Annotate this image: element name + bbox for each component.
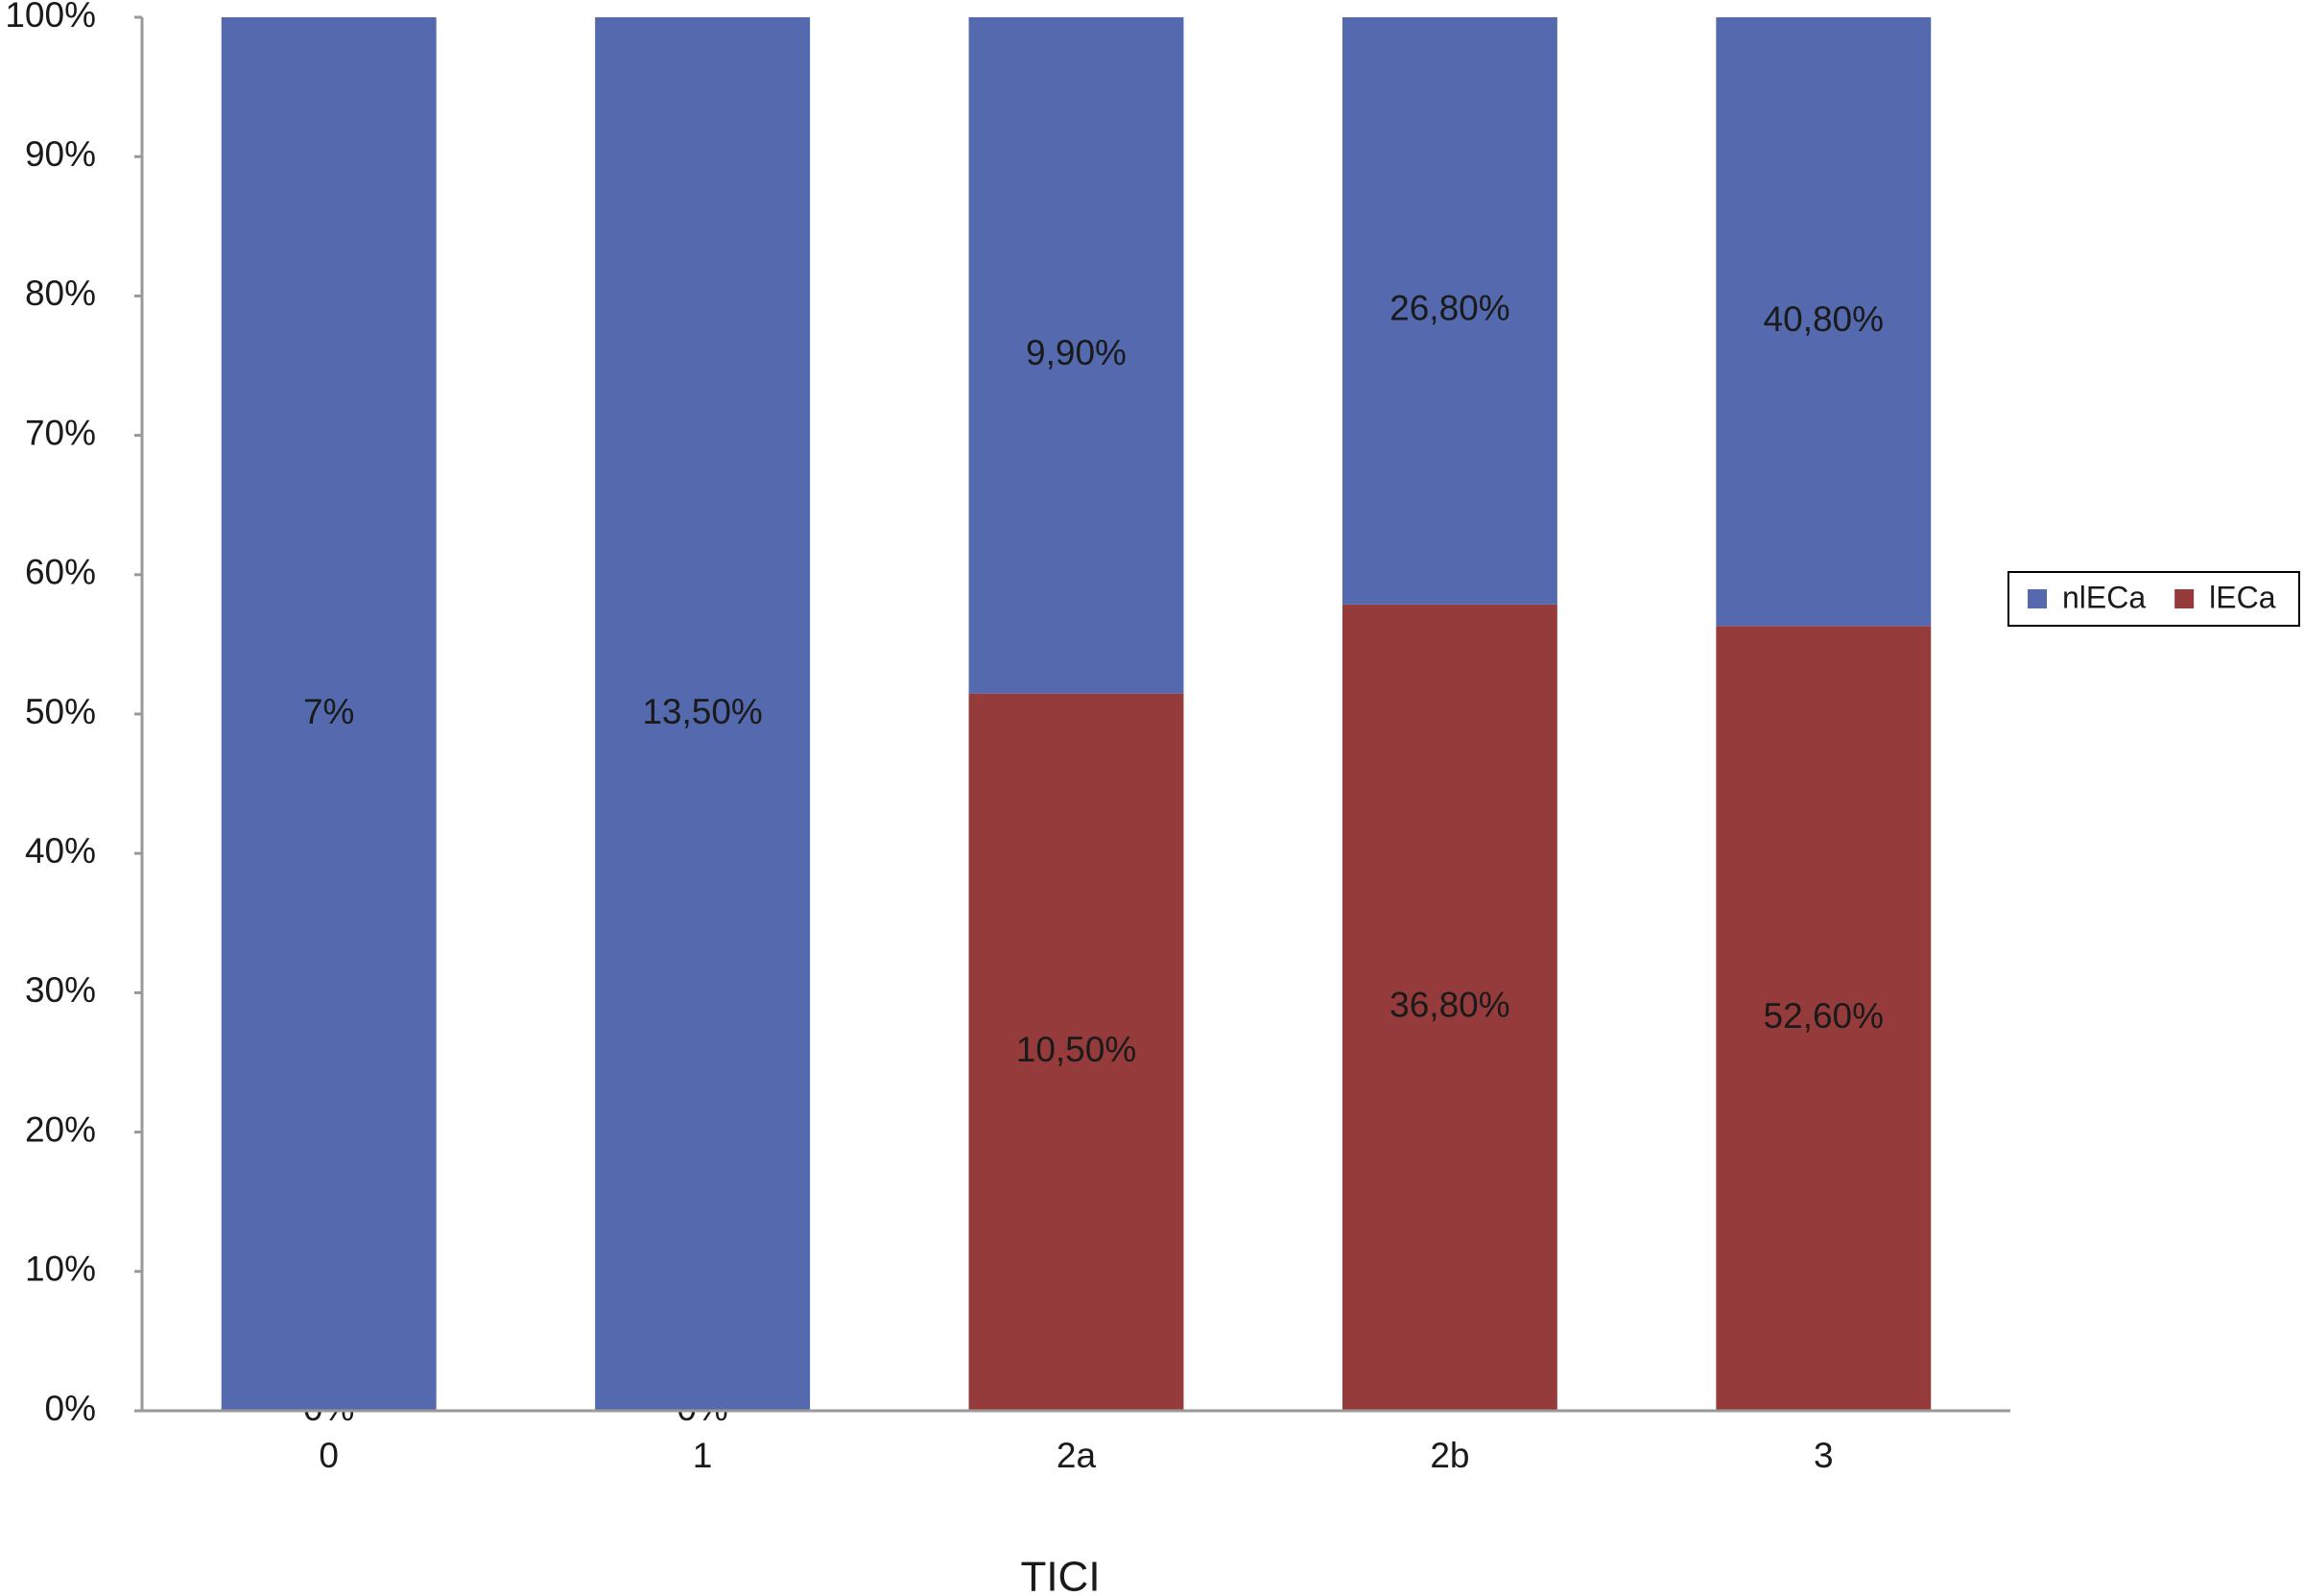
y-tick-label: 10% [25,1250,96,1289]
y-tick-label: 100% [5,0,96,35]
bar-segment [1716,626,1932,1411]
data-label: 52,60% [1764,996,1885,1036]
data-label: 36,80% [1390,986,1510,1025]
bar-segment [221,17,437,1411]
data-label: 26,80% [1390,289,1510,328]
data-label: 40,80% [1764,299,1885,339]
data-label: 7% [303,692,354,731]
bar-segment [968,17,1184,694]
y-tick-label: 50% [25,692,96,731]
bar-segment [968,693,1184,1411]
y-tick-label: 60% [25,553,96,592]
data-label: 9,90% [1026,333,1127,372]
y-tick-label: 30% [25,970,96,1010]
legend-label: nlECa [2062,580,2146,614]
bar-segment [1342,17,1557,605]
legend-box [2007,571,2300,627]
x-tick-label: 2a [1057,1436,1097,1475]
y-tick-label: 90% [25,134,96,174]
legend-swatch [2028,589,2047,608]
y-tick-label: 70% [25,413,96,452]
x-tick-label: 2b [1430,1436,1469,1475]
x-axis-title: TICI [1020,1554,1100,1596]
y-tick-label: 40% [25,831,96,870]
legend-swatch [2174,589,2195,608]
data-label: 10,50% [1016,1030,1137,1069]
bar-segment [1342,604,1557,1411]
y-tick-label: 80% [25,274,96,313]
bar-segment [595,17,811,1411]
y-tick-label: 20% [25,1109,96,1149]
x-tick-label: 3 [1814,1436,1834,1475]
x-tick-label: 1 [693,1436,713,1475]
y-tick-label: 0% [45,1389,96,1428]
x-tick-label: 0 [319,1436,339,1475]
legend-label: lECa [2209,580,2276,614]
bar-segment [1716,17,1932,627]
data-label: 13,50% [642,692,763,731]
